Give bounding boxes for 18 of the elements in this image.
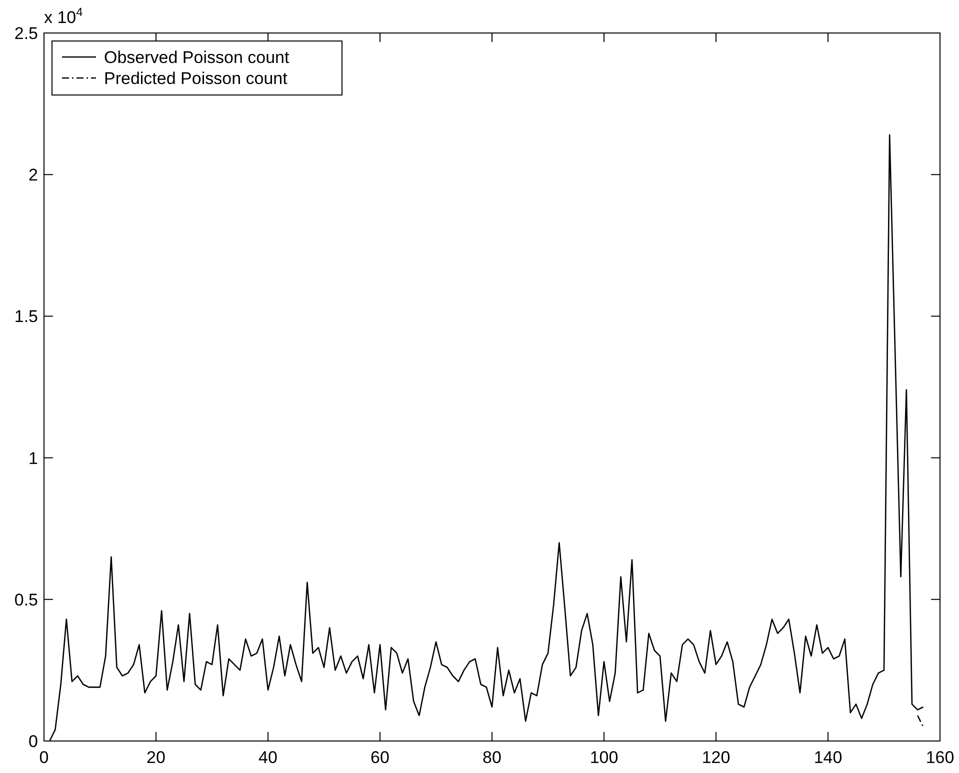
y-tick-label: 2.5 [14, 24, 38, 43]
x-tick-label: 160 [926, 748, 954, 767]
y-tick-label: 1.5 [14, 307, 38, 326]
x-tick-label: 120 [702, 748, 730, 767]
y-tick-label: 2 [28, 166, 38, 185]
y-tick-label: 0.5 [14, 590, 38, 610]
text: x 10$^{4}$ [44, 5, 84, 27]
line-series [48, 134, 924, 742]
x-tick-label: 80 [482, 748, 502, 767]
legend-label: Predicted Poisson count [104, 69, 288, 88]
x-tick-label: 40 [258, 748, 278, 767]
x-tick-label: 20 [146, 748, 166, 767]
x-tick-label: 60 [370, 748, 390, 767]
x-tick-label: 140 [814, 748, 842, 767]
x-tick-label: 100 [590, 748, 618, 767]
legend-label: Observed Poisson count [104, 48, 290, 67]
y-tick-label: 0 [28, 732, 38, 751]
y-tick-label: 1 [28, 448, 38, 468]
